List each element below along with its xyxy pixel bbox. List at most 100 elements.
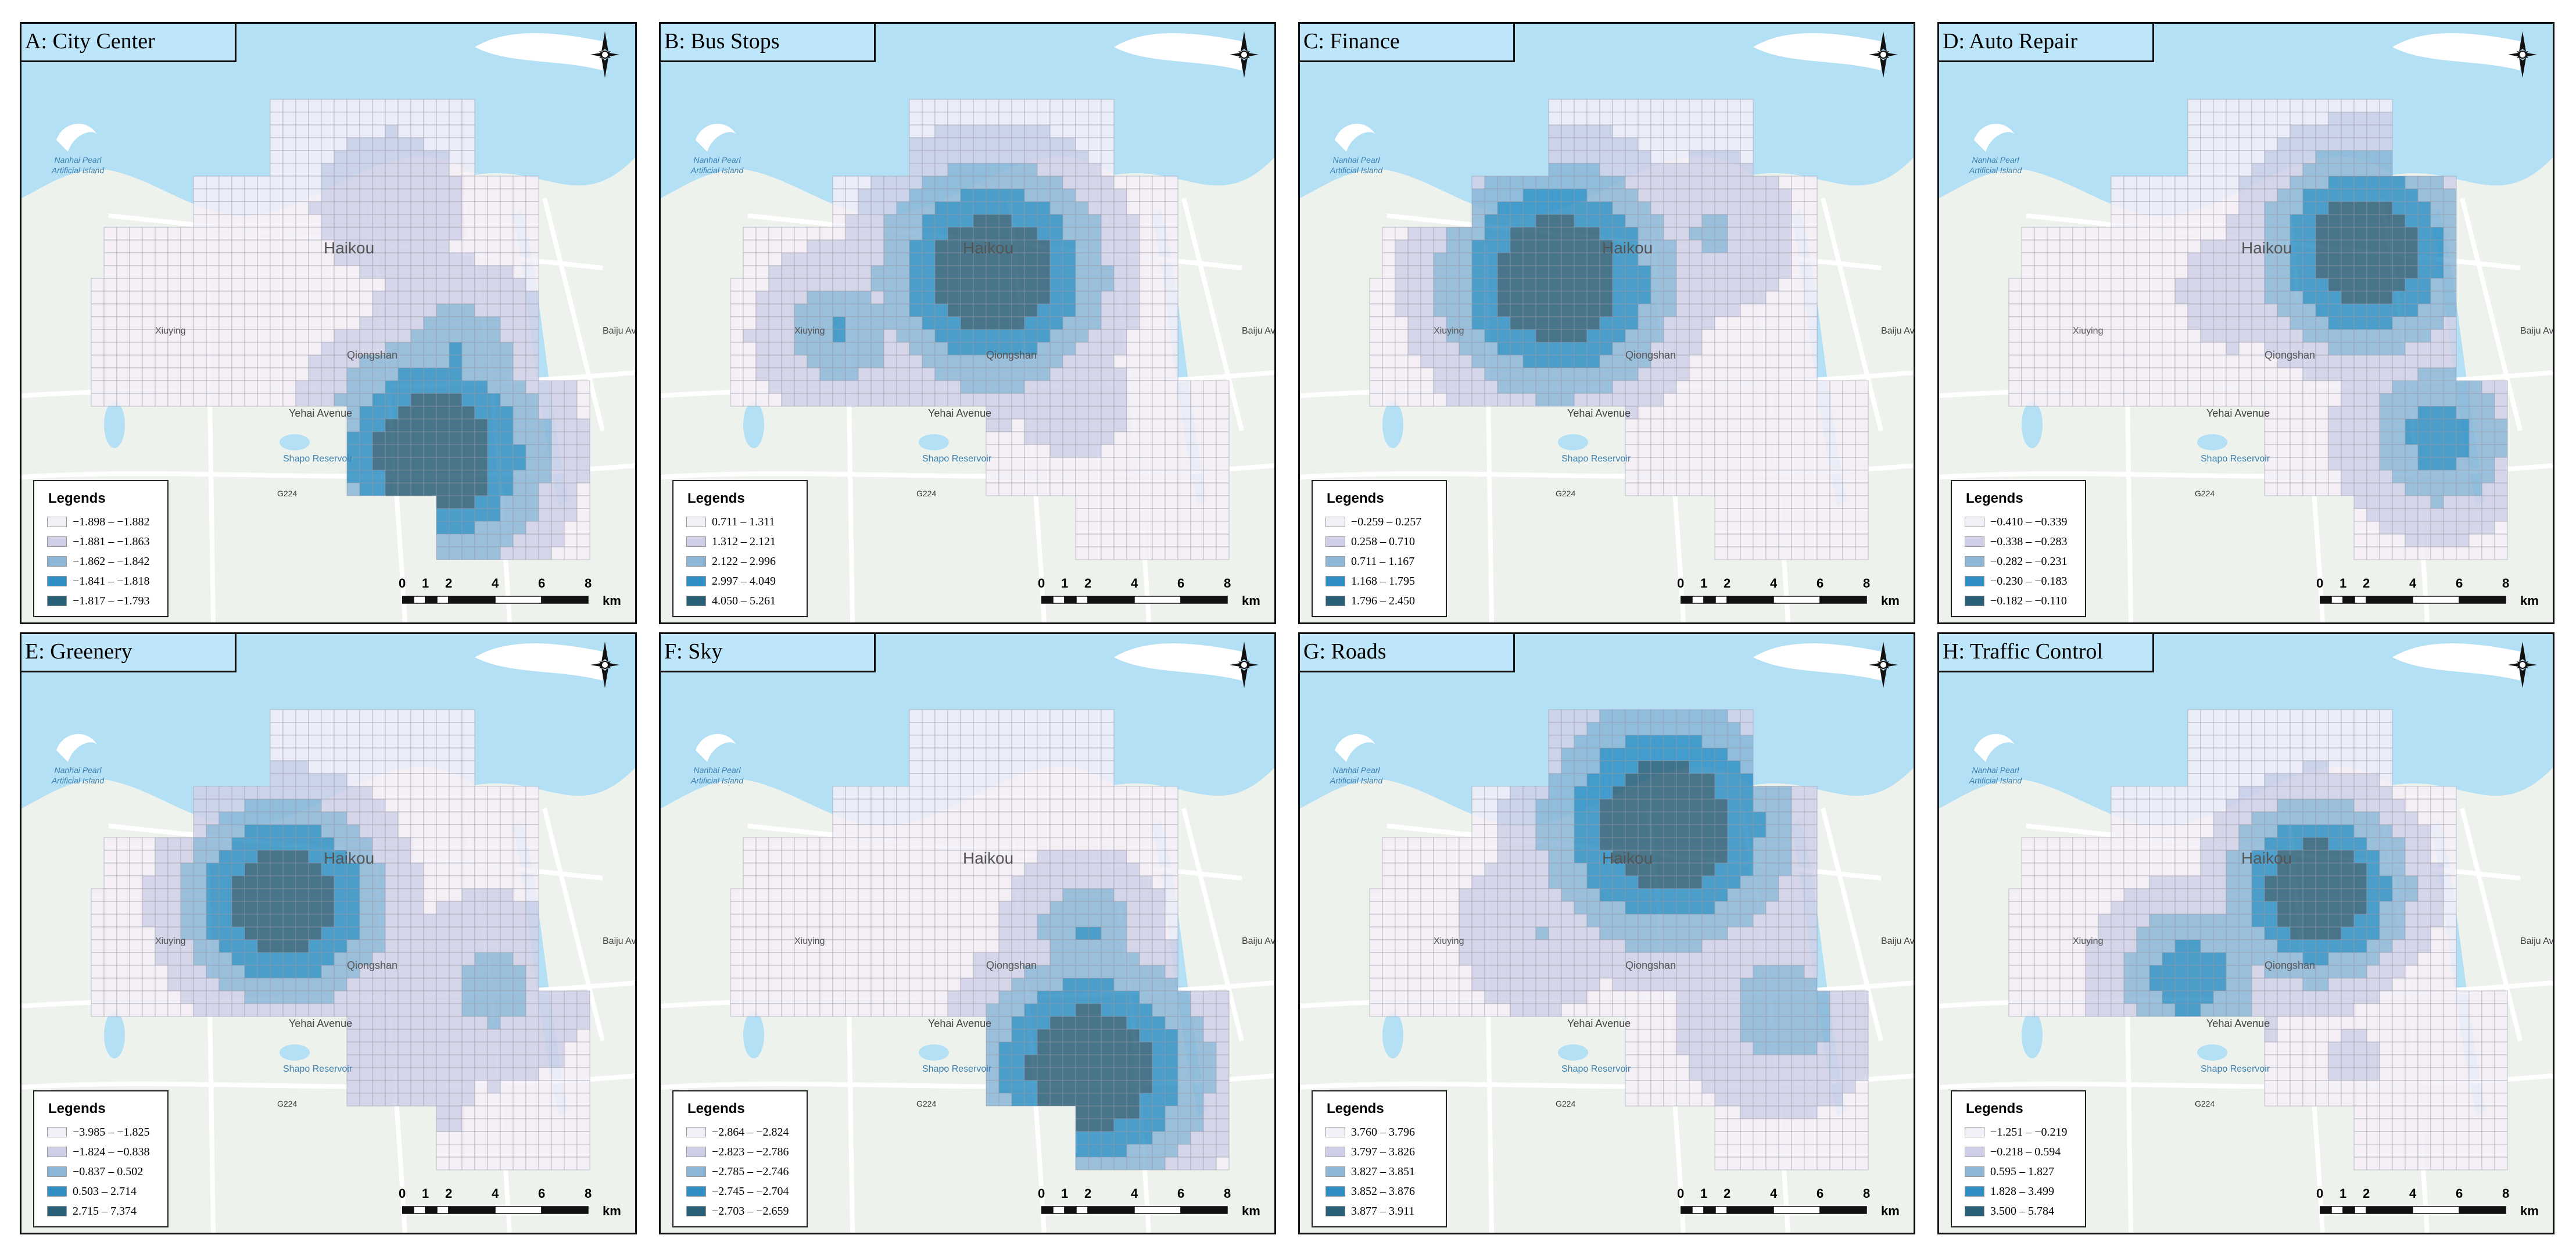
grid-cell [730, 316, 744, 330]
grid-cell [2481, 521, 2495, 535]
grid-cell [2226, 380, 2240, 394]
grid-cell [1599, 112, 1613, 126]
grid-cell [2174, 355, 2188, 368]
grid-cell [1804, 227, 1818, 241]
grid-cell [142, 329, 156, 343]
grid-cell [1407, 303, 1421, 317]
grid-cell [1420, 367, 1434, 381]
grid-cell [1433, 278, 1447, 292]
grid-cell [103, 850, 117, 864]
grid-cell [346, 163, 360, 177]
legend-label: −0.338 – −0.283 [1990, 535, 2068, 548]
grid-cell [142, 990, 156, 1004]
grid-cell [346, 1029, 360, 1043]
grid-cell [1088, 329, 1102, 343]
grid-cell [1126, 431, 1140, 445]
grid-cell [1765, 176, 1779, 189]
grid-cell [1778, 418, 1792, 432]
grid-cell [282, 150, 296, 164]
grid-cell [1062, 316, 1076, 330]
grid-cell [1548, 342, 1562, 356]
grid-cell [1599, 176, 1613, 189]
grid-cell [896, 214, 910, 228]
grid-cell [1510, 303, 1524, 317]
grid-cell [2034, 367, 2048, 381]
grid-cell [2290, 150, 2303, 164]
grid-cell [397, 760, 411, 774]
grid-cell [2366, 227, 2380, 241]
legend-item: −1.824 – −0.838 [47, 1144, 166, 1161]
grid-cell [359, 329, 373, 343]
grid-cell [1101, 303, 1115, 317]
grid-cell [372, 367, 386, 381]
grid-cell [193, 252, 207, 266]
grid-cell [1676, 239, 1690, 253]
grid-cell [436, 1080, 450, 1094]
grid-cell [998, 112, 1012, 126]
grid-cell [385, 303, 399, 317]
grid-cell [2443, 444, 2457, 458]
grid-cell [1714, 124, 1728, 138]
grid-cell [2392, 291, 2406, 305]
grid-cell [1778, 342, 1792, 356]
grid-cell [270, 303, 284, 317]
grid-cell [1727, 201, 1741, 215]
grid-cell [1638, 137, 1651, 151]
grid-cell [845, 837, 859, 851]
grid-cell [334, 914, 347, 928]
grid-cell [1804, 406, 1818, 420]
grid-cell [385, 316, 399, 330]
grid-cell [1075, 786, 1089, 800]
map-label-island: Nanhai Pearl Artificial Island [1969, 155, 2022, 175]
legend-label: −0.182 – −0.110 [1990, 595, 2067, 607]
grid-cell [270, 201, 284, 215]
grid-cell [218, 316, 232, 330]
grid-cell [410, 875, 424, 889]
grid-cell [1714, 355, 1728, 368]
grid-cell [91, 367, 105, 381]
grid-cell [282, 367, 296, 381]
grid-cell [2047, 227, 2061, 241]
grid-cell [500, 508, 514, 522]
grid-cell [1561, 265, 1575, 279]
grid-cell [1689, 380, 1703, 394]
grid-cell [449, 163, 463, 177]
grid-cell [2392, 342, 2406, 356]
grid-cell [1765, 521, 1779, 535]
grid-cell [1152, 176, 1166, 189]
grid-cell [282, 990, 296, 1004]
grid-cell [436, 862, 450, 876]
grid-cell [129, 367, 143, 381]
grid-cell [1804, 495, 1818, 509]
grid-cell [2328, 457, 2342, 471]
grid-cell [206, 303, 220, 317]
grid-cell [1574, 227, 1588, 241]
grid-cell [896, 227, 910, 241]
grid-cell [2481, 470, 2495, 484]
grid-cell [1753, 495, 1767, 509]
grid-cell [922, 163, 936, 177]
grid-cell [858, 265, 872, 279]
grid-cell [947, 278, 961, 292]
grid-cell [525, 837, 539, 851]
grid-cell [1165, 367, 1178, 381]
grid-cell [1497, 367, 1511, 381]
grid-cell [1689, 239, 1703, 253]
grid-cell [2277, 482, 2291, 496]
grid-cell [525, 1016, 539, 1030]
grid-cell [2226, 214, 2240, 228]
grid-cell [998, 316, 1012, 330]
grid-cell [1740, 227, 1754, 241]
grid-cell [474, 188, 488, 202]
grid-cell [500, 811, 514, 825]
grid-cell [1049, 709, 1063, 723]
grid-cell [2341, 380, 2355, 394]
grid-cell [1740, 534, 1754, 547]
map-label-city: Haikou [2241, 239, 2292, 257]
grid-cell [282, 926, 296, 940]
grid-cell [218, 355, 232, 368]
grid-cell [1599, 393, 1613, 407]
grid-cell [1612, 355, 1626, 368]
grid-cell [461, 1144, 475, 1158]
grid-cell [129, 1003, 143, 1017]
